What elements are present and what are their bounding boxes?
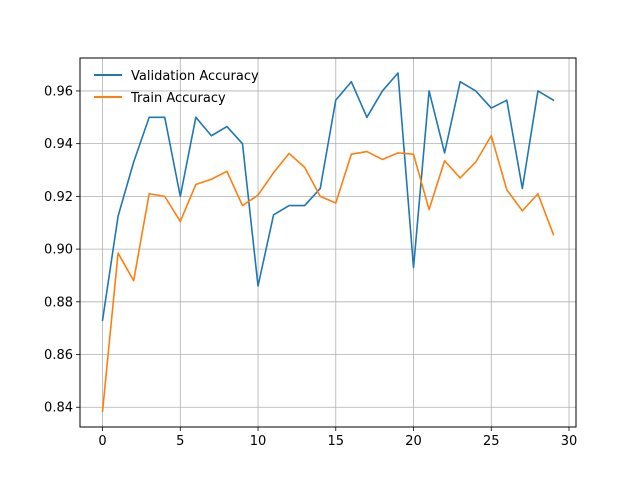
y-tick-label: 0.84 <box>44 401 73 416</box>
x-tick-label: 25 <box>483 434 500 449</box>
y-tick-label: 0.92 <box>44 190 73 205</box>
x-tick-label: 0 <box>98 434 106 449</box>
y-tick-label: 0.96 <box>44 84 73 99</box>
axis-ticks: 0 5 10 15 20 25 30 0.84 0.86 0.88 0.90 0.92 0.94 0.96 <box>44 84 577 449</box>
grid-lines <box>80 58 576 427</box>
x-tick-label: 5 <box>176 434 184 449</box>
x-tick-label: 20 <box>405 434 422 449</box>
y-tick-label: 0.94 <box>44 137 73 152</box>
y-tick-label: 0.88 <box>44 295 73 310</box>
x-tick-label: 10 <box>250 434 267 449</box>
legend-label-train: Train Accuracy <box>130 91 226 106</box>
x-tick-label: 30 <box>561 434 578 449</box>
x-tick-label: 15 <box>328 434 345 449</box>
legend-label-validation: Validation Accuracy <box>131 69 259 84</box>
series-lines <box>101 72 555 413</box>
y-tick-label: 0.86 <box>44 348 73 363</box>
legend: Validation Accuracy Train Accuracy <box>94 69 259 106</box>
y-tick-label: 0.90 <box>44 243 73 258</box>
series-line-train-accuracy <box>101 134 555 413</box>
axes-frame <box>79 57 577 428</box>
series-line-validation-accuracy <box>101 72 555 322</box>
